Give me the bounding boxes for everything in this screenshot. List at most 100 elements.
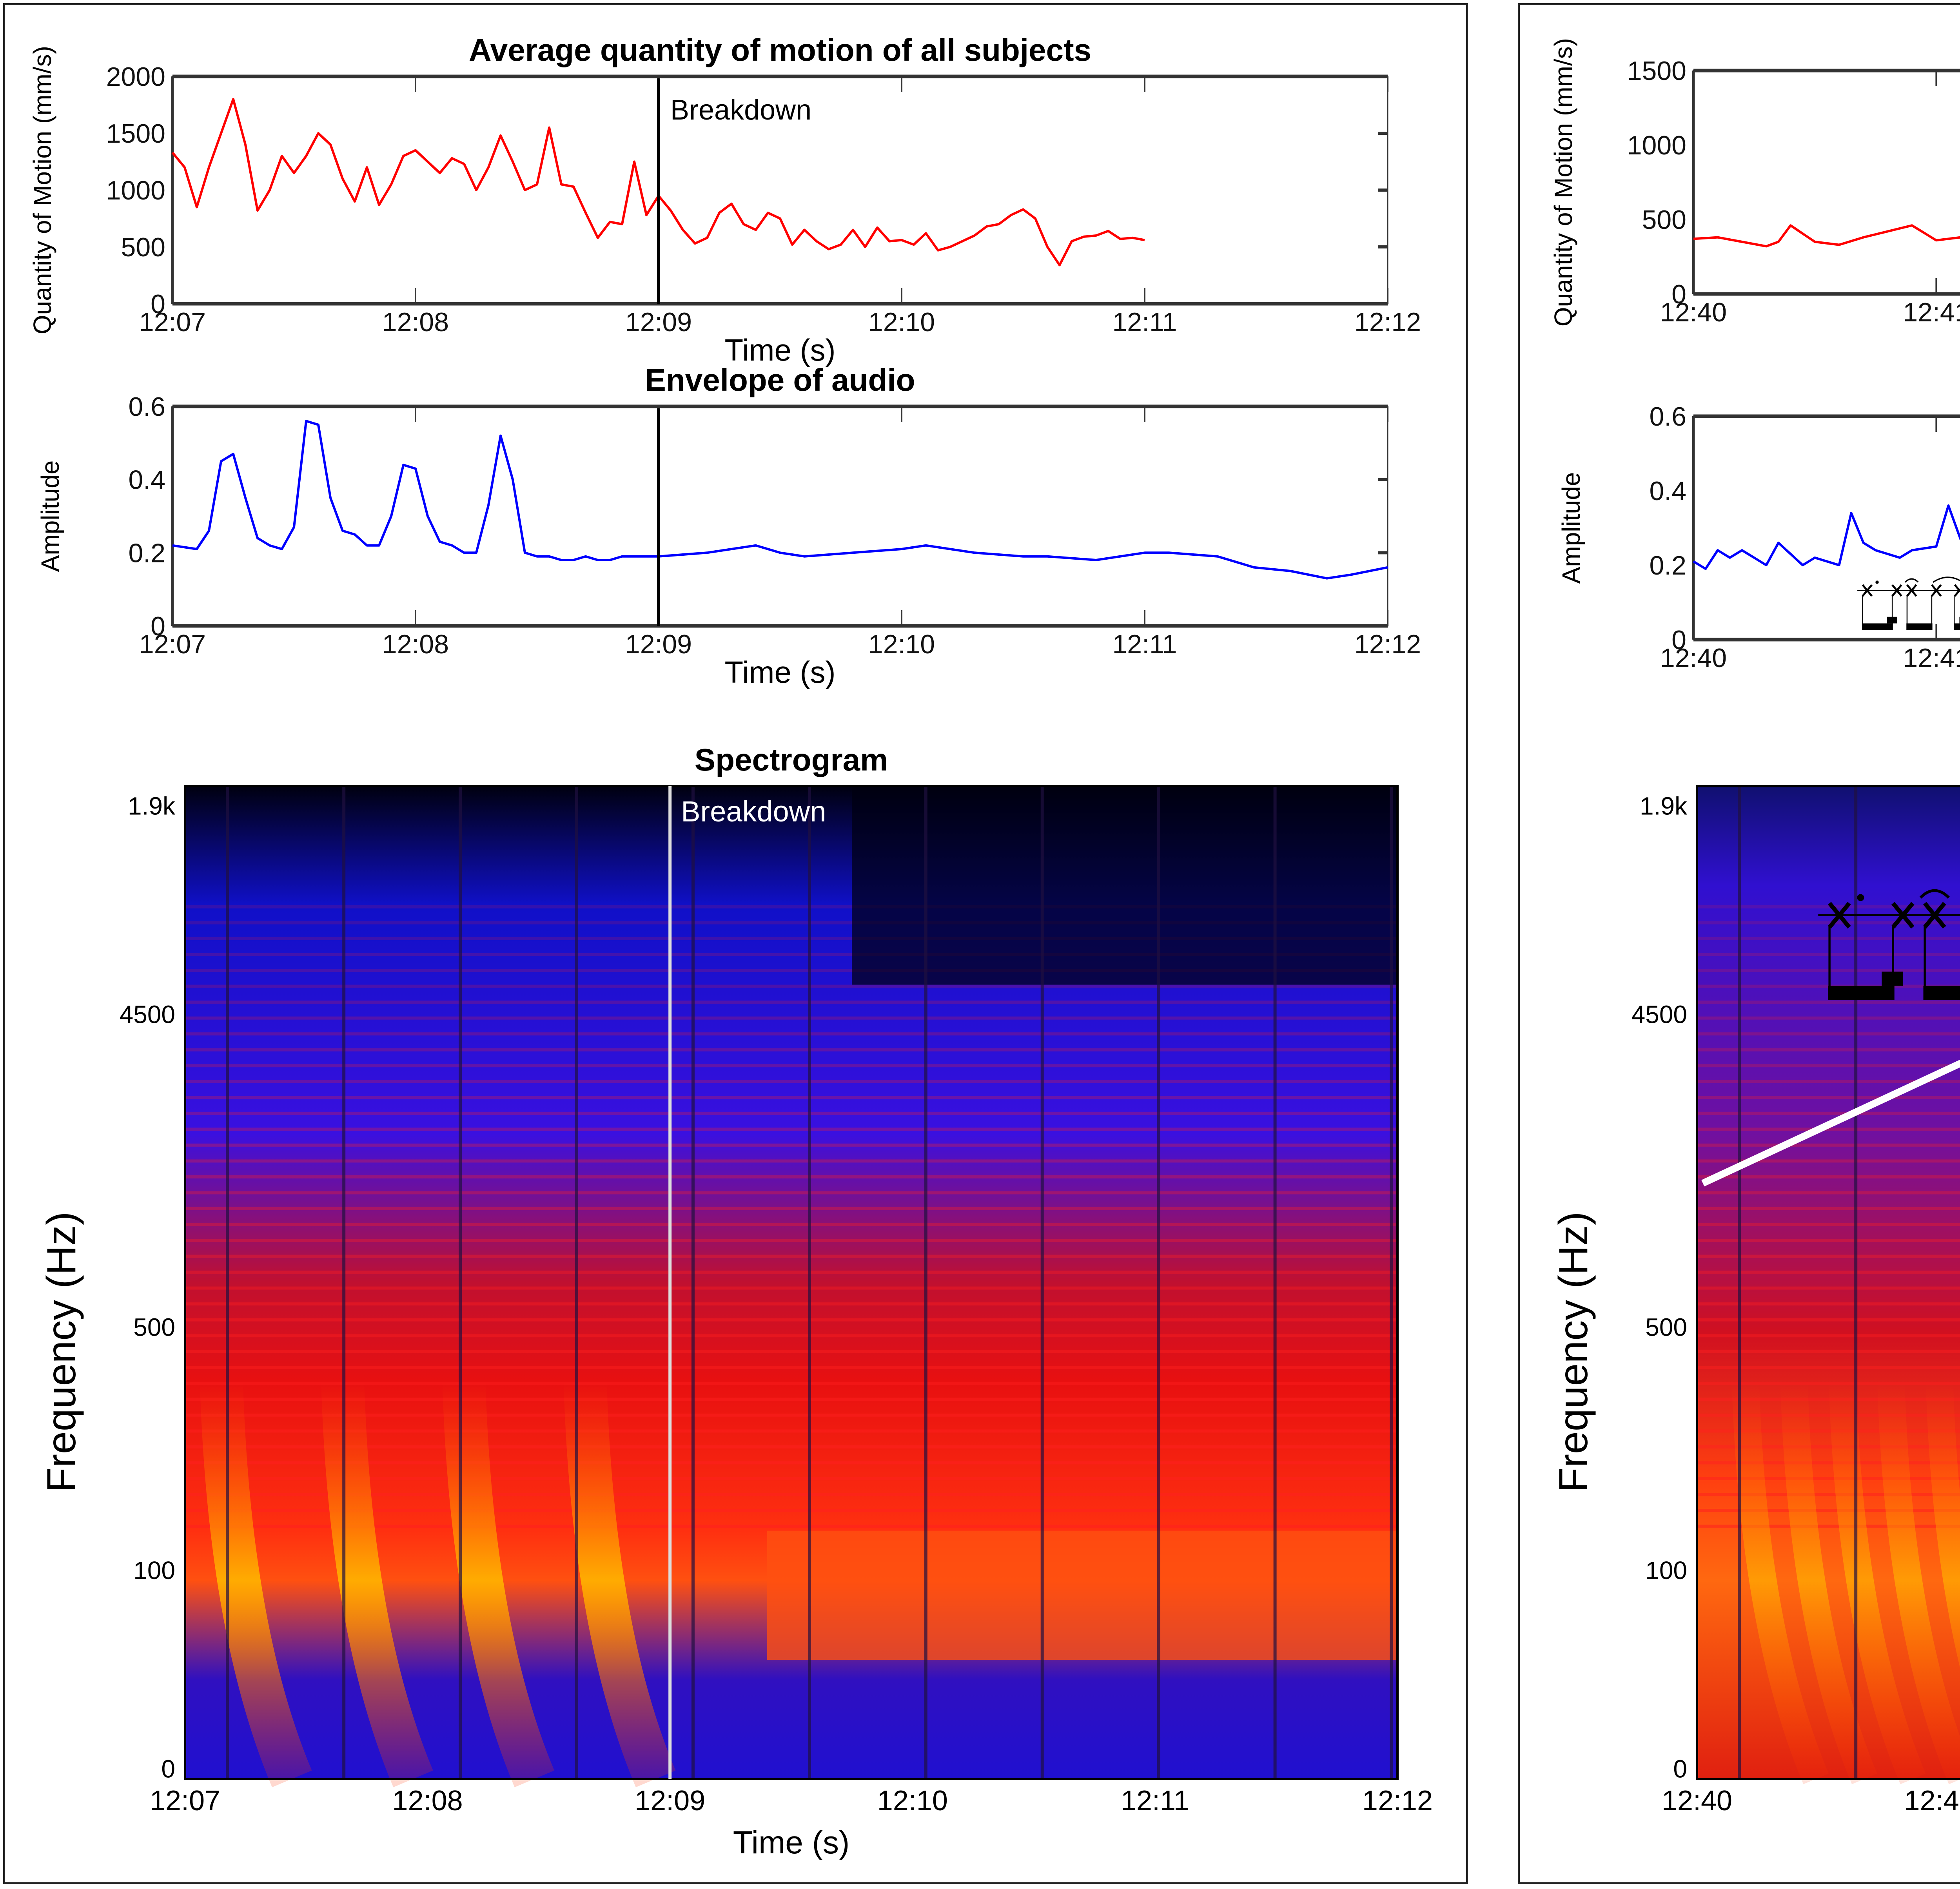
harmonic-band: [185, 1381, 1397, 1385]
note-beam: [1906, 623, 1933, 630]
y-tick-label: 100: [133, 1556, 175, 1584]
y-axis-label: Quantity of Motion (mm/s): [28, 46, 56, 334]
drum-notation-inset: [1857, 576, 1960, 630]
harmonic-band: [185, 1191, 1397, 1195]
x-tick-label: 12:09: [635, 1785, 705, 1816]
harmonic-band: [185, 1159, 1397, 1163]
harmonic-band: [1697, 1525, 1960, 1528]
harmonic-band: [1697, 1080, 1960, 1083]
event-marker-label: Breakdown: [681, 795, 826, 828]
tie-icon: [1919, 889, 1950, 899]
x-tick-label: 12:09: [625, 307, 692, 337]
kick-drum-streak: [1926, 1381, 1960, 1668]
x-notehead-icon: [1862, 584, 1873, 597]
harmonic-band: [185, 1509, 1397, 1512]
x-tick-label: 12:08: [382, 629, 449, 659]
left-spectrogram-chart: Spectrogram 0 100 500 4500 1.9k 12:07 12:08 12:0…: [39, 742, 1433, 1860]
plot-frame: [184, 785, 1399, 1780]
harmonic-band: [185, 905, 1397, 908]
harmonic-band: [1697, 1318, 1960, 1322]
y-tick-label: 2000: [106, 62, 165, 92]
harmonic-band: [185, 1525, 1397, 1528]
right-panel: [1518, 3, 1960, 1884]
harmonic-band: [1697, 1064, 1960, 1068]
harmonic-band: [1697, 1048, 1960, 1051]
y-tick-label: 4500: [120, 1001, 175, 1029]
harmonic-band: [1697, 1381, 1960, 1385]
y-tick-label: 500: [1645, 1313, 1687, 1341]
x-tick-label: 12:08: [382, 307, 449, 337]
kick-drum-streak: [1829, 1381, 1926, 1784]
harmonic-band: [185, 1175, 1397, 1178]
harmonic-band: [185, 1318, 1397, 1322]
x-tick-label: 12:07: [139, 307, 206, 337]
note-beam: [1954, 623, 1960, 630]
harmonic-band: [185, 1096, 1397, 1099]
y-axis-label: Frequency (Hz): [1551, 1211, 1596, 1492]
harmonic-band: [1697, 1128, 1960, 1131]
chart-title: Spectrogram: [695, 742, 888, 777]
event-marker-label: Breakdown: [670, 94, 811, 126]
x-tick-label: 12:08: [392, 1785, 463, 1816]
y-tick-label: 500: [1642, 205, 1686, 235]
harmonic-band: [1697, 1207, 1960, 1210]
harmonic-band: [185, 1143, 1397, 1147]
plot-frame: [1693, 415, 1960, 640]
plot-frame: [1696, 785, 1960, 1780]
x-tick-label: 12:41: [1904, 1785, 1960, 1816]
harmonic-band: [1697, 921, 1960, 925]
harmonic-band: [185, 984, 1397, 988]
left-envelope-chart: Envelope of audio 12:07 12:08 12:09 12:10 12:…: [36, 363, 1421, 689]
x-tick-label: 12:11: [1121, 1785, 1189, 1816]
harmonic-band: [1697, 1398, 1960, 1401]
y-tick-label: 0.4: [1649, 476, 1686, 506]
kick-drum-streak: [321, 1381, 433, 1787]
note-beam-partial: [1887, 616, 1897, 624]
harmonic-band: [1697, 1302, 1960, 1306]
harmonic-band: [185, 1493, 1397, 1496]
harmonic-band: [185, 1048, 1397, 1051]
harmonic-band: [185, 1413, 1397, 1417]
y-tick-label: 0.2: [1649, 551, 1686, 580]
x-tick-label: 12:40: [1660, 643, 1727, 673]
y-tick-label: 1000: [106, 176, 165, 205]
y-tick-label: 0: [1671, 625, 1686, 655]
y-tick-label: 0.6: [128, 392, 165, 422]
chart-title: Average quantity of motion of all subjec…: [469, 33, 1091, 67]
x-notehead-icon: [1954, 584, 1960, 597]
y-tick-label: 1.9k: [128, 792, 176, 820]
bass-band: [767, 1530, 1397, 1660]
x-tick-label: 12:12: [1354, 307, 1421, 337]
x-tick-label: 12:10: [868, 307, 935, 337]
kick-drum-streak: [1780, 1381, 1877, 1784]
note-beam: [1828, 986, 1895, 1000]
harmonic-band: [185, 1111, 1397, 1115]
x-tick-label: 12:12: [1362, 1785, 1433, 1816]
harmonic-band: [1697, 1223, 1960, 1226]
harmonic-band: [1697, 905, 1960, 908]
y-tick-label: 1.9k: [1640, 792, 1688, 820]
harmonic-band: [1697, 1032, 1960, 1036]
y-tick-label: 0: [161, 1755, 175, 1783]
harmonic-band: [1697, 1191, 1960, 1195]
harmonic-band: [185, 1286, 1397, 1290]
chart-title: Envelope of audio: [645, 363, 915, 397]
y-tick-label: 1500: [106, 119, 165, 149]
x-notehead-icon: [1923, 902, 1946, 929]
harmonic-band: [185, 1271, 1397, 1274]
tie-icon: [1933, 576, 1960, 583]
x-tick-label: 12:40: [1660, 297, 1727, 327]
harmonic-band: [1697, 1477, 1960, 1480]
harmonic-band: [1697, 1271, 1960, 1274]
note-beam-partial: [1882, 972, 1903, 986]
right-qom-chart: Average quantity of motion of all subjec…: [1549, 38, 1960, 327]
left-panel: [3, 3, 1468, 1884]
harmonic-band: [185, 1398, 1397, 1401]
kick-drum-streak: [1731, 1381, 1829, 1784]
note-beam: [1862, 623, 1893, 630]
harmonic-band: [185, 1064, 1397, 1068]
y-tick-label: 0: [151, 289, 165, 319]
x-tick-label: 12:11: [1112, 307, 1177, 337]
rising-arrow-line: [1701, 1059, 1960, 1187]
x-axis-label: Time (s): [724, 655, 835, 689]
